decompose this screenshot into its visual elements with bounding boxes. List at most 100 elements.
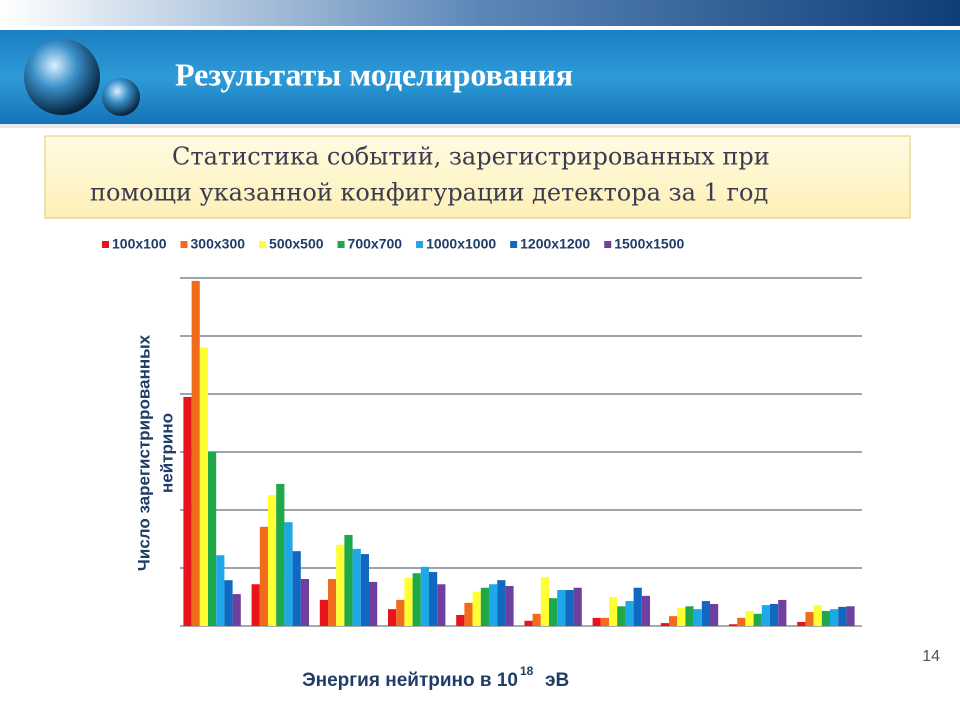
bar [729, 624, 738, 626]
bar [797, 621, 806, 626]
header-band [0, 30, 960, 126]
legend-label: 300x300 [191, 236, 246, 252]
bar [549, 598, 558, 626]
bar [456, 614, 465, 626]
legend-swatch [510, 241, 518, 248]
bar [633, 587, 642, 626]
bar [276, 483, 285, 626]
legend-label: 1500x1500 [614, 236, 684, 252]
bar [360, 554, 369, 626]
bar [805, 612, 814, 626]
bar [497, 580, 506, 626]
bar [737, 617, 746, 626]
bar [420, 566, 429, 626]
subtitle-line: Статистика событий, зарегистрированных п… [172, 143, 770, 171]
legend-swatch [337, 241, 345, 248]
bar [701, 601, 710, 626]
bar [259, 526, 268, 626]
bar [770, 603, 779, 626]
bar [524, 620, 533, 626]
bar [216, 555, 225, 626]
bar [710, 603, 719, 626]
bar [388, 609, 397, 626]
bar [557, 590, 566, 626]
bar [685, 606, 694, 626]
legend-swatch [259, 241, 267, 248]
bar [600, 617, 609, 626]
bar [328, 579, 337, 626]
bar [761, 605, 770, 626]
bar [821, 610, 830, 626]
sphere-icon [24, 39, 100, 115]
legend-label: 100x100 [112, 236, 167, 252]
bar [199, 347, 208, 626]
bar [753, 613, 762, 626]
bar [480, 587, 489, 626]
bar [565, 590, 574, 626]
bar [540, 577, 549, 626]
bar [429, 572, 438, 626]
bar [319, 599, 328, 626]
x-axis-label-unit: эВ [545, 670, 569, 691]
bar [532, 613, 541, 626]
bar [268, 494, 277, 626]
bar [609, 597, 618, 626]
bar [472, 591, 481, 626]
legend-swatch [102, 241, 109, 248]
bar [660, 623, 669, 626]
legend-label: 700x700 [348, 236, 403, 252]
bar [232, 594, 241, 626]
bar [489, 584, 498, 626]
bar [292, 551, 301, 626]
bar [677, 608, 686, 626]
bar [404, 577, 413, 626]
top-strip [0, 0, 960, 26]
sphere-icon [102, 78, 140, 116]
bar [669, 616, 678, 626]
bar [464, 602, 473, 626]
x-axis-label: Энергия нейтрино в 10 [302, 670, 518, 691]
bar [573, 587, 582, 626]
bar [830, 609, 839, 626]
bar [208, 452, 217, 626]
subtitle-box [44, 135, 911, 219]
bar [813, 605, 822, 626]
bar [224, 580, 233, 626]
bar [336, 544, 345, 626]
bar [745, 610, 754, 626]
bar [251, 584, 260, 626]
bar [396, 599, 405, 626]
bar [693, 609, 702, 626]
bar [437, 584, 446, 626]
legend-label: 1200x1200 [520, 236, 590, 252]
page-number: 14 [922, 648, 940, 665]
subtitle-line: помощи указанной конфигурации детектора … [90, 179, 768, 207]
legend-label: 1000x1000 [426, 236, 496, 252]
y-axis-label: Число зарегистрированных нейтрино [134, 334, 176, 571]
bar [191, 280, 200, 626]
header-rule [0, 124, 960, 128]
bar [641, 595, 650, 626]
legend-label: 500x500 [269, 236, 324, 252]
x-axis-label-exponent: 18 [520, 664, 534, 678]
bar [300, 579, 309, 626]
slide-title: Результаты моделирования [175, 56, 573, 92]
bar [592, 617, 601, 626]
bar [183, 396, 192, 626]
bar [505, 585, 514, 626]
bar [412, 573, 421, 626]
bar [838, 606, 847, 626]
bar [344, 534, 353, 626]
legend-swatch [180, 241, 188, 248]
bar [778, 599, 787, 626]
bar [617, 606, 626, 626]
bar [369, 581, 378, 626]
bar [352, 548, 361, 626]
bar [846, 606, 855, 626]
y-axis-label-line: нейтрино [157, 413, 176, 493]
legend-swatch [604, 241, 612, 248]
bar [284, 522, 293, 626]
bar [625, 601, 634, 626]
y-axis-label-line: Число зарегистрированных [134, 334, 153, 571]
